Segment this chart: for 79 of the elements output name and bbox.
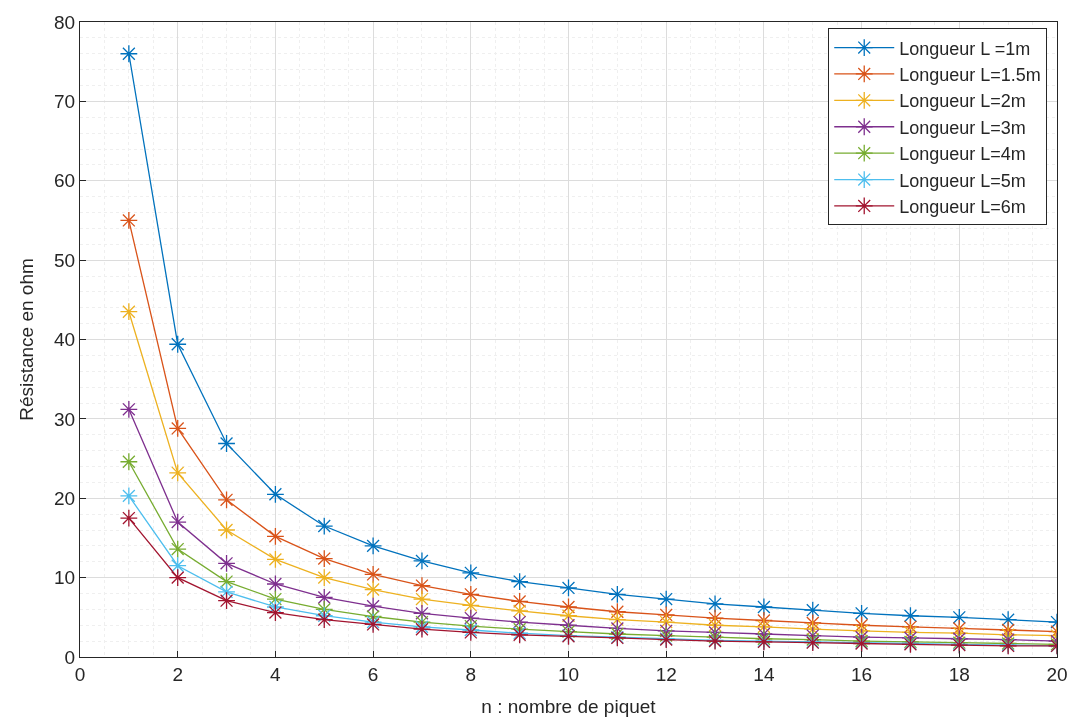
point (168, 335, 187, 354)
point (657, 590, 676, 609)
point (657, 605, 676, 624)
point (706, 594, 725, 613)
y-tick-label: 0 (64, 646, 76, 668)
point (950, 619, 969, 638)
point (266, 574, 285, 594)
point (510, 572, 529, 591)
point (364, 565, 383, 584)
point (461, 563, 480, 582)
point (364, 597, 383, 616)
point (412, 576, 431, 595)
point (168, 540, 187, 559)
y-tick-label: 60 (54, 170, 76, 192)
point (119, 44, 138, 63)
point (315, 568, 334, 587)
x-tick-label: 2 (172, 663, 183, 685)
point (315, 549, 334, 568)
point (608, 602, 627, 621)
x-tick-label: 6 (367, 663, 379, 685)
legend-label: Longueur L=5m (899, 170, 1026, 191)
legend-label: Longueur L=2m (899, 91, 1026, 112)
point (217, 572, 236, 591)
point (364, 536, 383, 555)
y-tick-label: 30 (54, 408, 76, 430)
point (559, 578, 578, 597)
y-tick-label: 20 (54, 487, 76, 509)
point (217, 554, 236, 573)
legend-label: Longueur L=6m (899, 196, 1026, 217)
point (168, 419, 187, 438)
x-tick-label: 10 (557, 663, 580, 685)
point (119, 509, 138, 528)
point (412, 551, 431, 571)
legend-label: Longueur L=3m (899, 117, 1026, 138)
y-tick-label: 50 (54, 249, 76, 271)
x-tick-label: 4 (270, 663, 282, 685)
y-tick-label: 10 (54, 567, 76, 589)
point (266, 550, 285, 569)
point (266, 603, 285, 622)
x-tick-label: 14 (753, 663, 775, 685)
point (168, 463, 187, 482)
point (168, 568, 187, 587)
point (999, 610, 1018, 629)
y-tick-label: 40 (54, 329, 76, 351)
point (119, 400, 138, 419)
point (364, 580, 383, 599)
x-tick-label: 16 (851, 663, 873, 685)
point (119, 302, 138, 321)
legend-label: Longueur L=1.5m (899, 64, 1041, 85)
point (315, 516, 334, 536)
point (266, 527, 285, 546)
point (217, 520, 236, 540)
y-tick-label: 80 (54, 11, 76, 33)
point (119, 211, 138, 230)
point (217, 591, 236, 610)
point (217, 490, 236, 509)
legend-label: Longueur L =1m (899, 38, 1031, 59)
point (608, 585, 627, 604)
point (559, 606, 578, 625)
x-tick-label: 18 (948, 663, 970, 685)
x-tick-label: 20 (1046, 663, 1068, 685)
point (461, 596, 480, 615)
point (168, 556, 187, 575)
point (119, 486, 138, 505)
point (119, 452, 138, 471)
x-axis-title: n : nombre de piquet (481, 695, 657, 717)
y-axis-title: Résistance en ohm (15, 258, 37, 421)
y-tick-label: 70 (54, 91, 76, 113)
point (168, 513, 187, 532)
legend-label: Longueur L=4m (899, 144, 1026, 165)
point (217, 582, 236, 601)
x-tick-label: 12 (655, 663, 677, 685)
point (608, 610, 627, 629)
point (266, 485, 285, 504)
point (217, 434, 236, 453)
x-tick-label: 8 (465, 663, 477, 685)
point (315, 610, 334, 629)
point (657, 621, 676, 640)
point (315, 606, 334, 625)
